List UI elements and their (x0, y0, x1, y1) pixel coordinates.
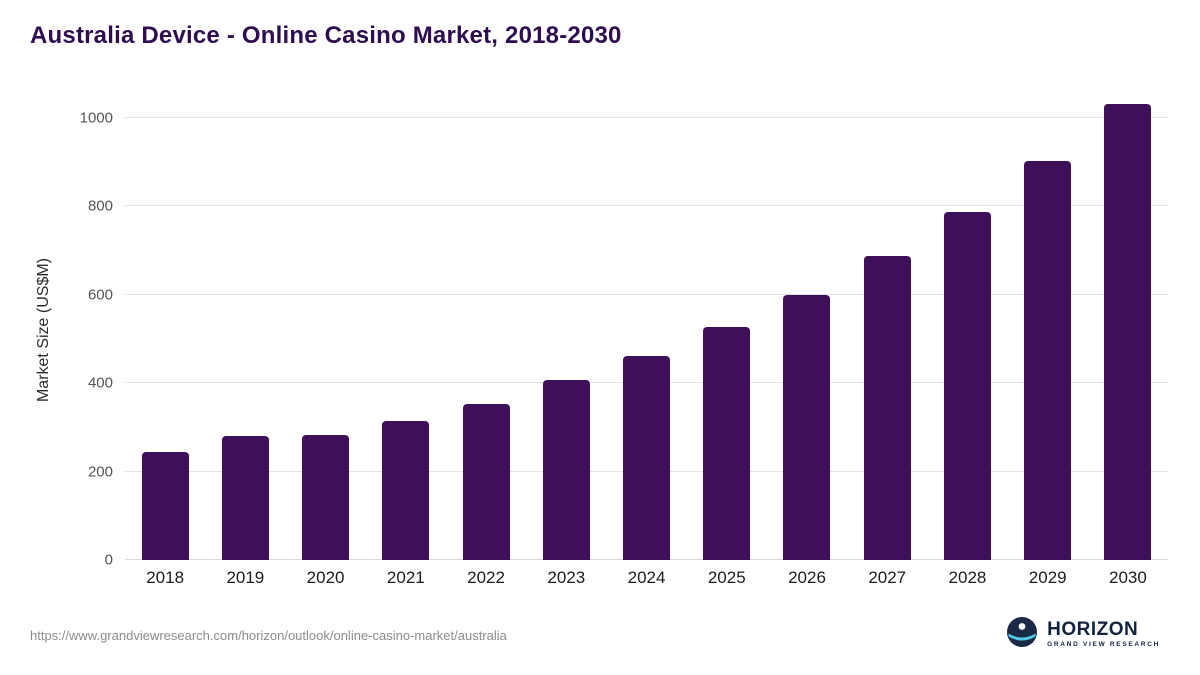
bars (125, 100, 1168, 560)
bar-2022 (462, 403, 510, 560)
horizon-logo-text: HORIZON GRAND VIEW RESEARCH (1047, 620, 1160, 649)
gridline (125, 293, 1168, 295)
y-axis-label: Market Size (US$M) (35, 257, 52, 403)
chart-title: Australia Device - Online Casino Market,… (30, 22, 622, 49)
bar-column (606, 100, 686, 560)
bar-2019 (221, 435, 269, 560)
bar-2027 (863, 255, 911, 560)
x-tick-label: 2024 (627, 568, 666, 587)
x-tick-label: 2030 (1109, 568, 1147, 587)
x-tick-label: 2023 (547, 568, 586, 587)
y-tick-label: 800 (87, 197, 113, 215)
x-tick-label: 2021 (386, 568, 425, 587)
x-tick-label: 2025 (707, 568, 746, 587)
plot-area: 0 200 400 600 800 1000 (80, 100, 1168, 569)
x-tick-label: 2027 (868, 568, 907, 587)
bar-2030 (1104, 103, 1152, 560)
bar-2021 (382, 421, 430, 560)
gridline (125, 116, 1168, 118)
bar-column (767, 100, 847, 560)
x-tick-label: 2022 (467, 568, 505, 587)
horizon-logo: HORIZON GRAND VIEW RESEARCH (1006, 616, 1160, 653)
bar-2029 (1024, 161, 1072, 560)
bar-2023 (542, 380, 590, 560)
bar-column (1088, 100, 1168, 560)
gridline (125, 205, 1168, 207)
x-tick-label: 2026 (788, 568, 826, 587)
y-tick-label: 600 (87, 286, 113, 304)
bar-2028 (943, 212, 991, 560)
bar-2018 (141, 451, 189, 560)
bar-column (526, 100, 606, 560)
x-axis-labels: 2018 2019 2020 2021 2022 2023 2024 2025 2026 2027… (125, 568, 1168, 588)
y-tick-label: 1000 (79, 109, 113, 127)
bar-2020 (302, 434, 350, 560)
x-tick-label: 2018 (146, 568, 185, 587)
bar-column (687, 100, 767, 560)
x-tick-label: 2019 (226, 568, 265, 587)
x-tick-label: 2028 (948, 568, 987, 587)
bar-2026 (783, 294, 831, 560)
bar-column (125, 100, 205, 560)
bar-column (285, 100, 365, 560)
bar-column (847, 100, 927, 560)
x-tick-label: 2029 (1028, 568, 1067, 587)
x-tick-label: 2020 (306, 568, 345, 587)
bar-column (205, 100, 285, 560)
bar-2025 (703, 327, 751, 560)
bar-column (927, 100, 1007, 560)
bar-column (446, 100, 526, 560)
horizon-logo-subtitle: GRAND VIEW RESEARCH (1047, 641, 1160, 649)
y-tick-label: 200 (87, 463, 113, 481)
y-tick-label: 400 (87, 374, 113, 392)
bar-column (366, 100, 446, 560)
horizon-logo-icon (1006, 616, 1038, 653)
bar-2024 (623, 356, 671, 560)
horizon-logo-name: HORIZON (1047, 619, 1139, 641)
source-url: https://www.grandviewresearch.com/horizo… (30, 628, 507, 643)
bar-column (1008, 100, 1088, 560)
y-tick-label: 0 (104, 551, 113, 569)
